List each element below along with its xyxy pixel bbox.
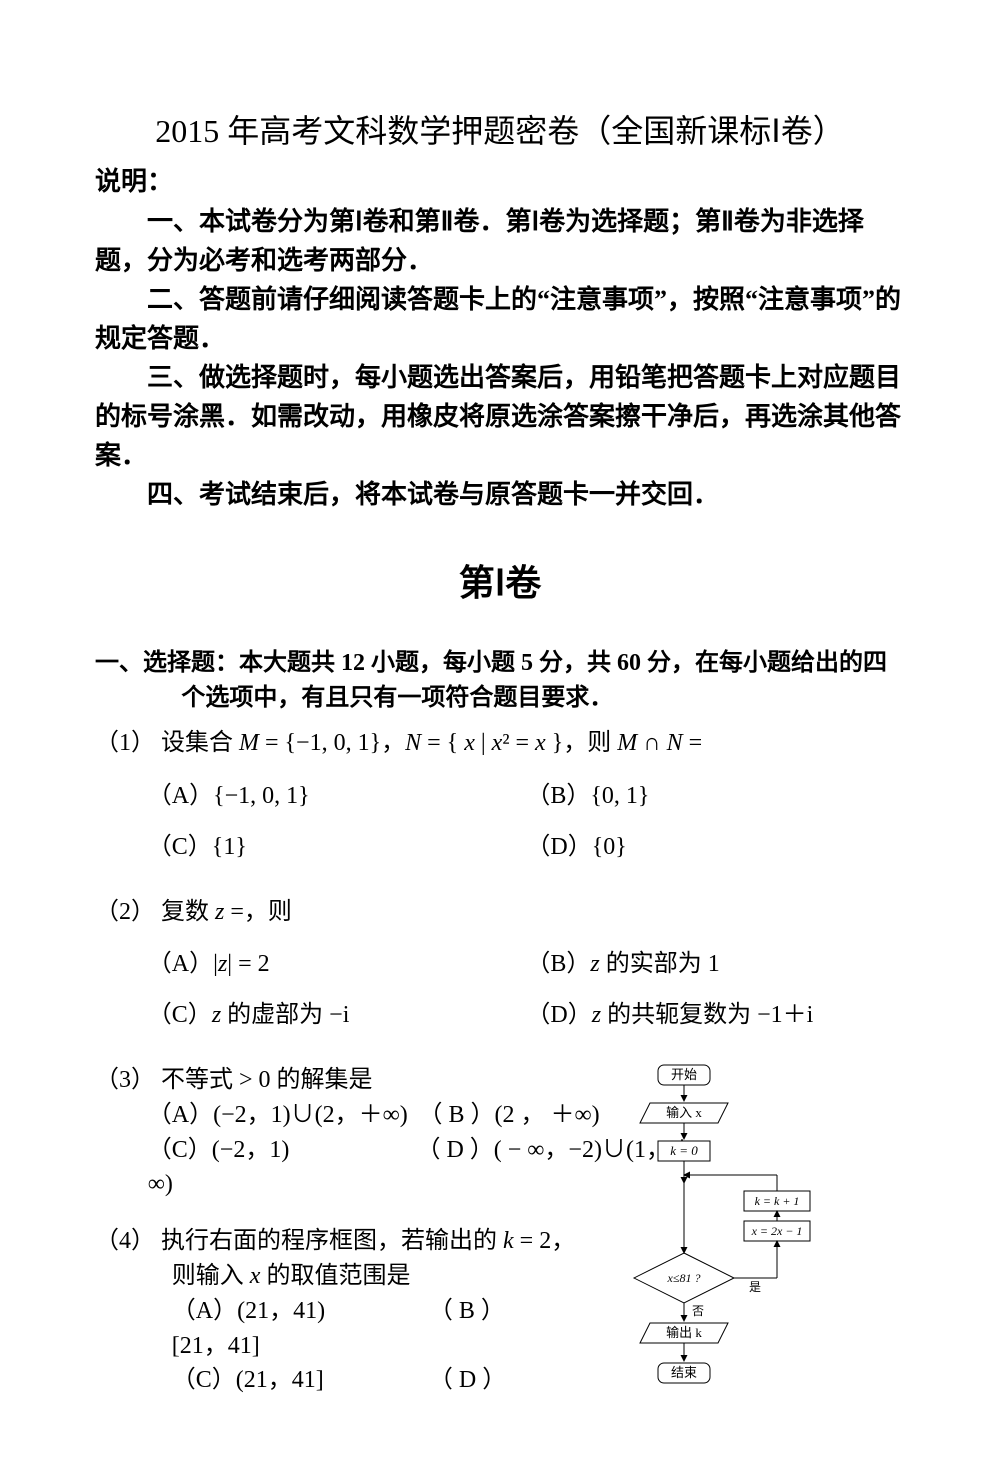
section-1-intro-text: 一、选择题：本大题共 12 小题，每小题 5 分，共 60 分，在每小题给出的四… bbox=[95, 642, 905, 712]
q4-option-b-right: [21，41] bbox=[172, 1333, 260, 1359]
q2-option-b: （B）z 的实部为 1 bbox=[526, 939, 905, 990]
q4-number: （4） bbox=[95, 1228, 155, 1254]
q1-option-c: （C）{1} bbox=[148, 822, 527, 873]
fc-outk-label: 输出 k bbox=[666, 1325, 702, 1340]
q1-option-d: （D）{0} bbox=[526, 822, 905, 873]
fc-inputx-label: 输入 x bbox=[666, 1105, 702, 1120]
fc-kinc-label: k = k + 1 bbox=[755, 1194, 800, 1208]
q4-stem-1: 执行右面的程序框图，若输出的 k = 2， bbox=[161, 1228, 575, 1254]
q2-option-d: （D）z 的共轭复数为 −1＋i bbox=[526, 990, 905, 1041]
section-1-title: 第Ⅰ卷 bbox=[95, 554, 905, 606]
fc-xupd-label: x = 2x − 1 bbox=[751, 1224, 803, 1238]
q4-option-d-left: （ D ） bbox=[429, 1367, 506, 1393]
instruction-4: 四、考试结束后，将本试卷与原答题卡一并交回． bbox=[95, 475, 905, 514]
q4-option-c: （C）(21，41] bbox=[172, 1363, 423, 1398]
q1-option-a: （A）{−1, 0, 1} bbox=[148, 771, 527, 822]
instruction-1: 一、本试卷分为第Ⅰ卷和第Ⅱ卷．第Ⅰ卷为选择题；第Ⅱ卷为非选择题，分为必考和选考两… bbox=[95, 202, 905, 280]
fc-start-label: 开始 bbox=[671, 1067, 697, 1082]
q1-number: （1） bbox=[95, 730, 155, 756]
instruction-3: 三、做选择题时，每小题选出答案后，用铅笔把答题卡上对应题目的标号涂黑．如需改动，… bbox=[95, 358, 905, 475]
flowchart-svg: 开始 输入 x k = 0 k = k + 1 x = 2x − 1 bbox=[604, 1063, 812, 1403]
fc-k0-label: k = 0 bbox=[670, 1143, 698, 1158]
q2-option-c: （C）z 的虚部为 −i bbox=[148, 990, 527, 1041]
q4-option-a: （A）(21，41) bbox=[172, 1294, 423, 1329]
q4-stem-2: 则输入 x 的取值范围是 bbox=[95, 1263, 410, 1289]
q3-number: （3） bbox=[95, 1067, 155, 1093]
instruction-2: 二、答题前请仔细阅读答题卡上的“注意事项”，按照“注意事项”的规定答题． bbox=[95, 280, 905, 358]
page-title: 2015 年高考文科数学押题密卷（全国新课标Ⅰ卷） bbox=[155, 110, 845, 153]
q1-option-b: （B）{0, 1} bbox=[526, 771, 905, 822]
q3-option-c: （C）(−2，1) bbox=[148, 1133, 411, 1168]
flowchart: 开始 输入 x k = 0 k = k + 1 x = 2x − 1 bbox=[604, 1063, 812, 1408]
fc-cond-label: x≤81 ? bbox=[667, 1271, 701, 1285]
fc-end-label: 结束 bbox=[671, 1365, 697, 1380]
q3-option-a: （A）(−2，1)∪(2，＋∞) bbox=[148, 1102, 408, 1128]
fc-yes-label: 是 bbox=[749, 1280, 761, 1294]
fc-no-label: 否 bbox=[692, 1304, 704, 1318]
q1-stem: 设集合 M = {−1, 0, 1}，N = { x | x² = x }，则 … bbox=[161, 730, 702, 756]
question-2: （2） 复数 z =，则 （A）|z| = 2 （B）z 的实部为 1 （C）z… bbox=[95, 895, 905, 1041]
q2-number: （2） bbox=[95, 899, 155, 925]
q4-option-b-left: （ B ） bbox=[429, 1298, 505, 1324]
q3-option-b: （ B ）(2 ， ＋∞) bbox=[419, 1102, 600, 1128]
instructions-label: 说明： bbox=[95, 161, 905, 198]
q3-stem: 不等式 > 0 的解集是 bbox=[161, 1067, 373, 1093]
q2-option-a: （A）|z| = 2 bbox=[148, 939, 527, 990]
question-1: （1） 设集合 M = {−1, 0, 1}，N = { x | x² = x … bbox=[95, 726, 905, 872]
q2-stem: 复数 z =，则 bbox=[161, 899, 292, 925]
section-1-intro: 一、选择题：本大题共 12 小题，每小题 5 分，共 60 分，在每小题给出的四… bbox=[95, 642, 905, 712]
